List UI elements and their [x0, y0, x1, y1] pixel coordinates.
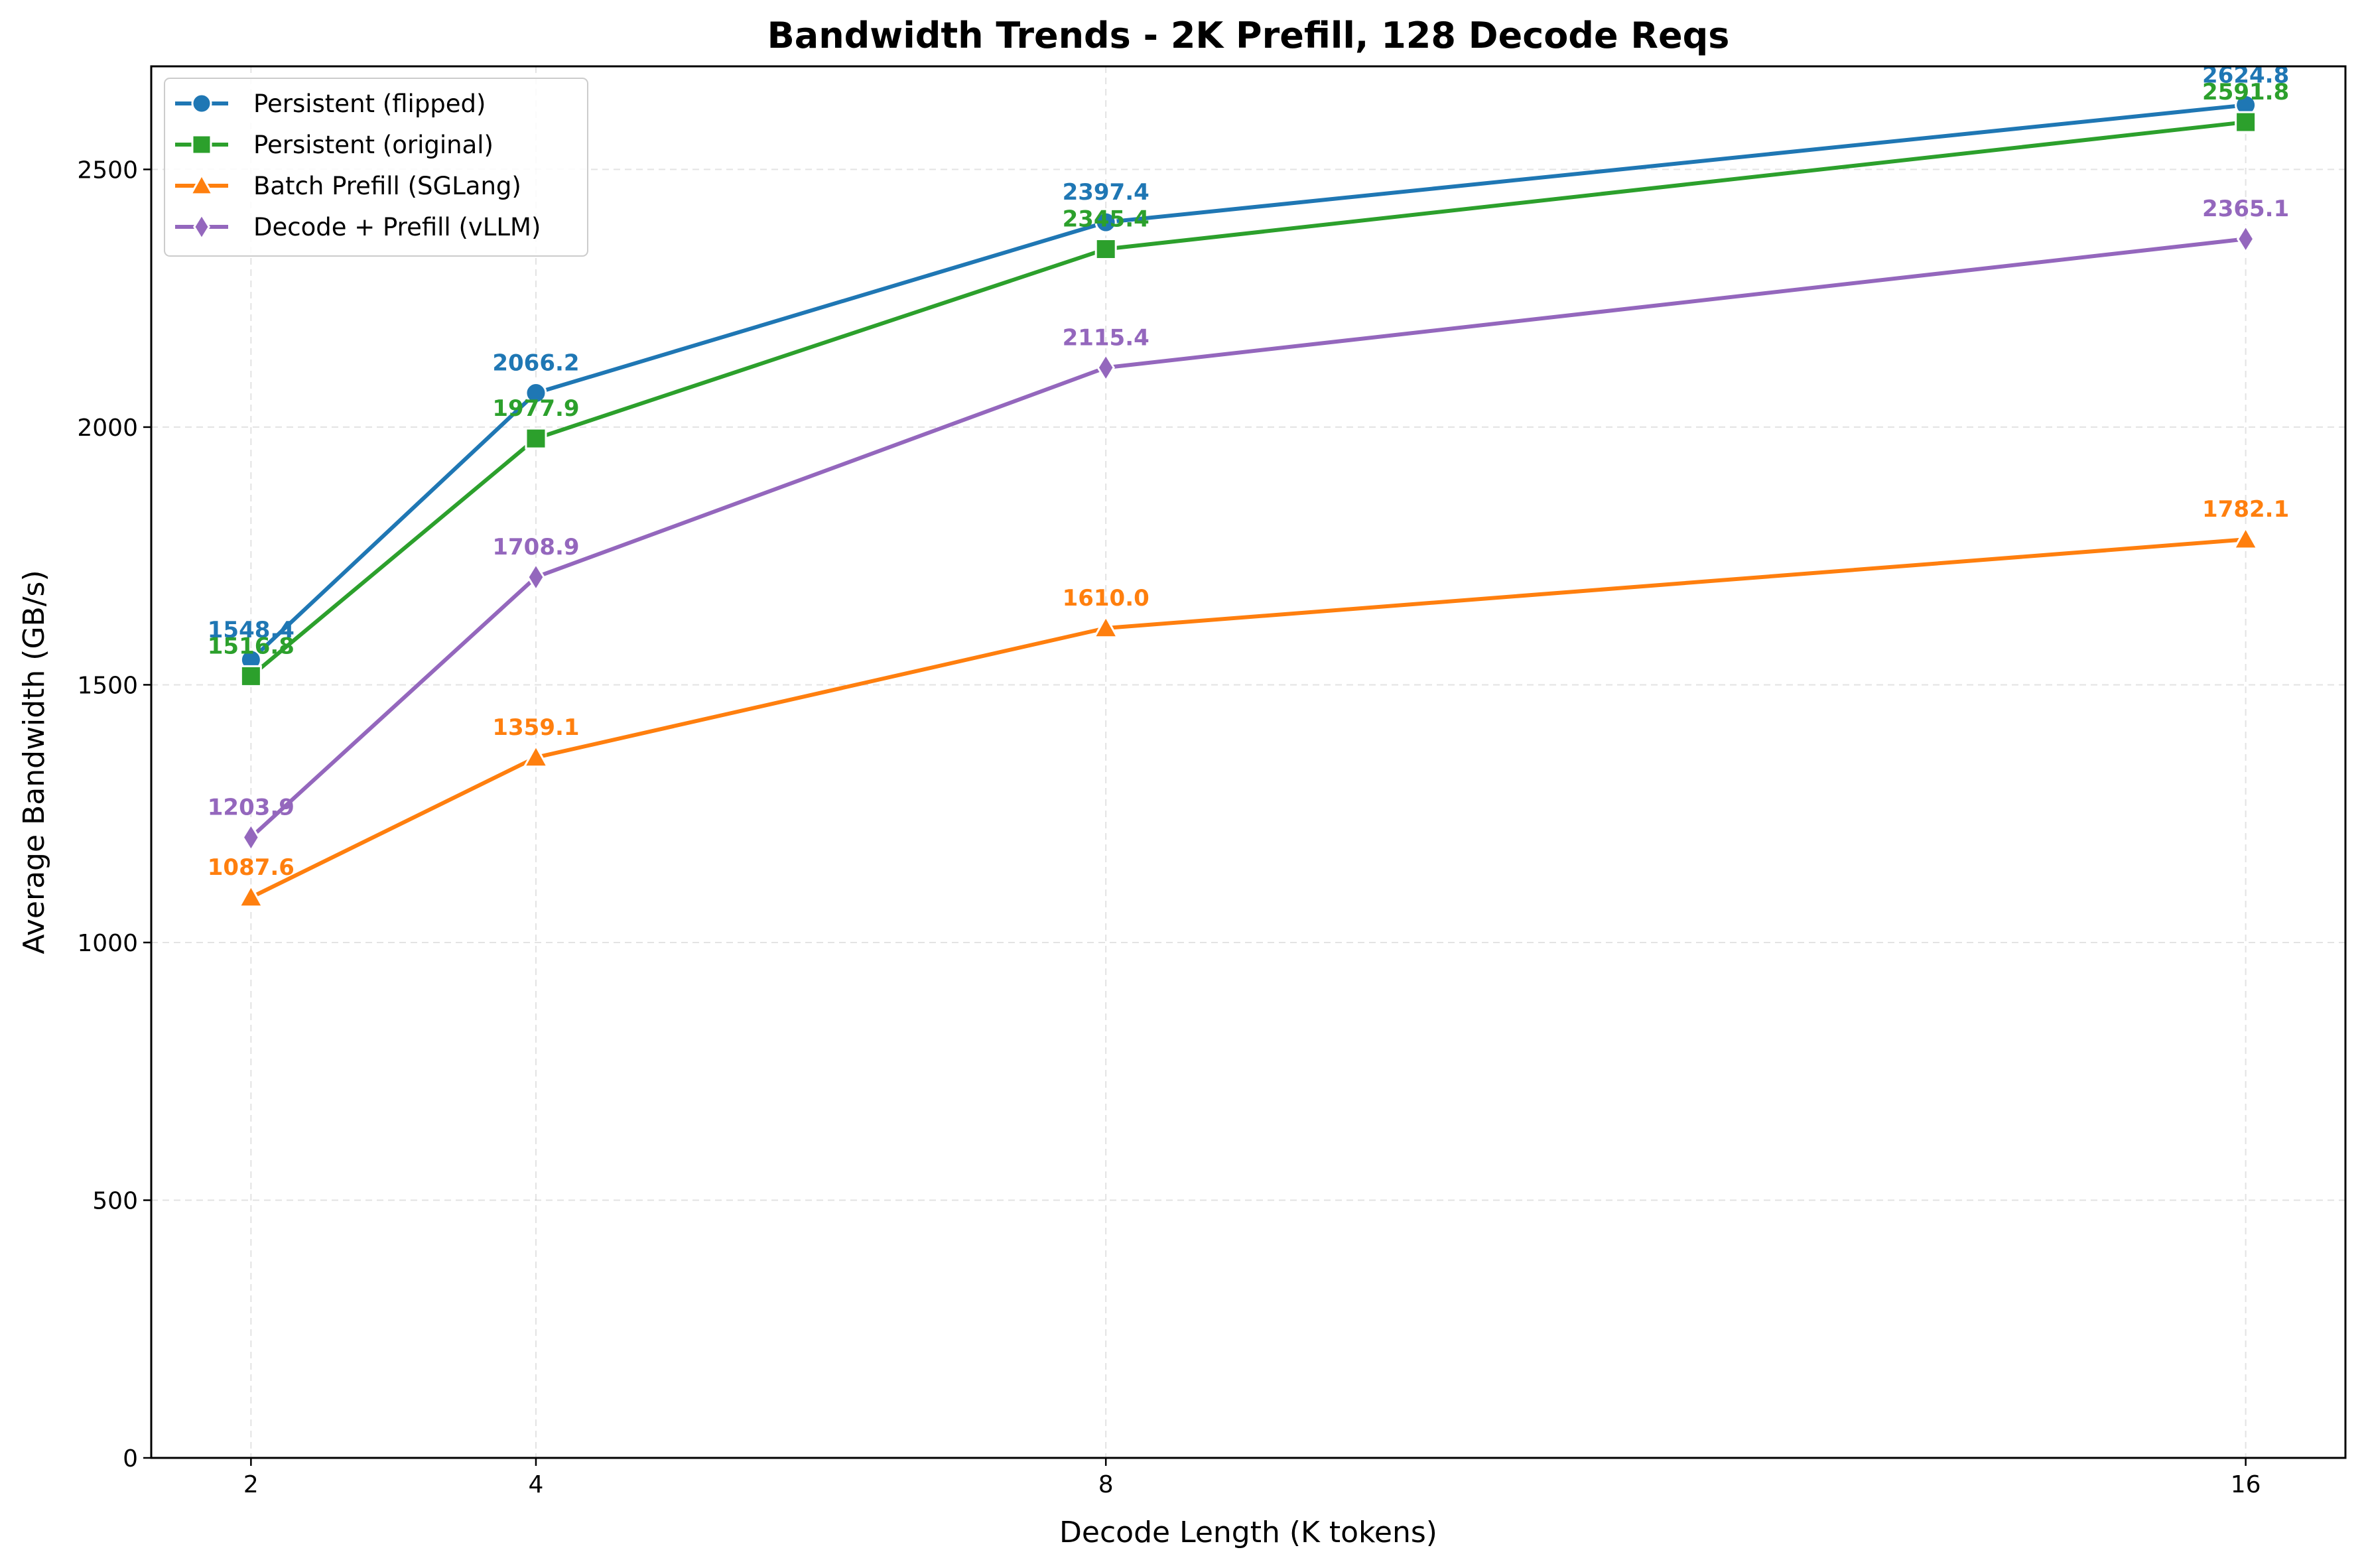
legend: Persistent (flipped) Persistent (original…: [164, 78, 588, 257]
y-tick-label: 500: [92, 1187, 138, 1214]
series-line: [249, 103, 2246, 662]
data-label: 1087.6: [208, 854, 295, 881]
circle-marker: [191, 93, 212, 114]
circle-marker: [1094, 211, 1117, 233]
x-axis-ticks: 2 4 8 16: [243, 1458, 2261, 1498]
data-label: 1359.1: [492, 714, 579, 741]
data-label: 2365.1: [2202, 196, 2289, 222]
data-label: 2591.8: [2202, 79, 2289, 105]
diamond-marker: [241, 822, 261, 852]
y-tick-label: 2500: [77, 157, 138, 184]
data-label: 1516.8: [208, 633, 295, 659]
data-label: 1548.4: [208, 617, 295, 643]
legend-entry-label: Persistent (original): [253, 131, 493, 159]
diamond-marker: [527, 562, 545, 592]
data-label: 2066.2: [492, 350, 579, 376]
legend-entry-label: Batch Prefill (SGLang): [253, 172, 521, 200]
square-marker: [1094, 238, 1117, 261]
data-label: 2115.4: [1063, 324, 1149, 351]
series-line: [249, 120, 2246, 678]
x-axis-label: Decode Length (K tokens): [1059, 1516, 1437, 1549]
x-tick-label: 4: [529, 1471, 544, 1498]
y-tick-label: 1000: [77, 930, 138, 957]
data-label: 1203.9: [208, 795, 295, 821]
y-tick-label: 0: [123, 1445, 138, 1472]
x-tick-label: 16: [2231, 1471, 2261, 1498]
legend-entry-label: Persistent (flipped): [253, 90, 486, 118]
series-line: [249, 237, 2246, 839]
triangle-marker: [2232, 525, 2259, 550]
x-tick-label: 2: [243, 1471, 259, 1498]
data-labels: 1548.42066.22397.42624.81516.81977.92345…: [208, 62, 2289, 880]
diamond-marker: [2236, 224, 2255, 254]
square-marker: [239, 665, 262, 687]
data-label: 1977.9: [492, 395, 579, 422]
data-label: 1610.0: [1063, 585, 1149, 612]
series-lines: [237, 94, 2259, 908]
y-tick-label: 1500: [77, 672, 138, 699]
data-label: 2397.4: [1063, 179, 1149, 206]
triangle-marker: [523, 744, 549, 768]
y-axis-label: Average Bandwidth (GB/s): [17, 570, 51, 954]
data-label: 1782.1: [2202, 496, 2289, 523]
circle-marker: [525, 381, 547, 404]
chart-title: Bandwidth Trends - 2K Prefill, 128 Decod…: [767, 15, 1730, 56]
diamond-marker: [193, 212, 210, 241]
square-marker: [2235, 111, 2257, 133]
data-label: 1708.9: [492, 534, 579, 560]
y-axis-ticks: 0 500 1000 1500 2000 2500: [77, 157, 151, 1472]
triangle-marker: [1092, 614, 1119, 639]
plot-frame: [150, 65, 2347, 1459]
triangle-marker: [189, 172, 214, 196]
diamond-marker: [1096, 352, 1115, 383]
data-label: 2345.4: [1063, 206, 1149, 233]
legend-frame: [164, 78, 588, 257]
triangle-marker: [237, 883, 265, 908]
series-line: [250, 537, 2246, 899]
x-tick-label: 8: [1098, 1471, 1114, 1498]
y-tick-label: 2000: [77, 415, 138, 442]
square-marker: [525, 427, 547, 450]
square-marker: [191, 134, 212, 155]
legend-entry-label: Decode + Prefill (vLLM): [253, 213, 541, 241]
